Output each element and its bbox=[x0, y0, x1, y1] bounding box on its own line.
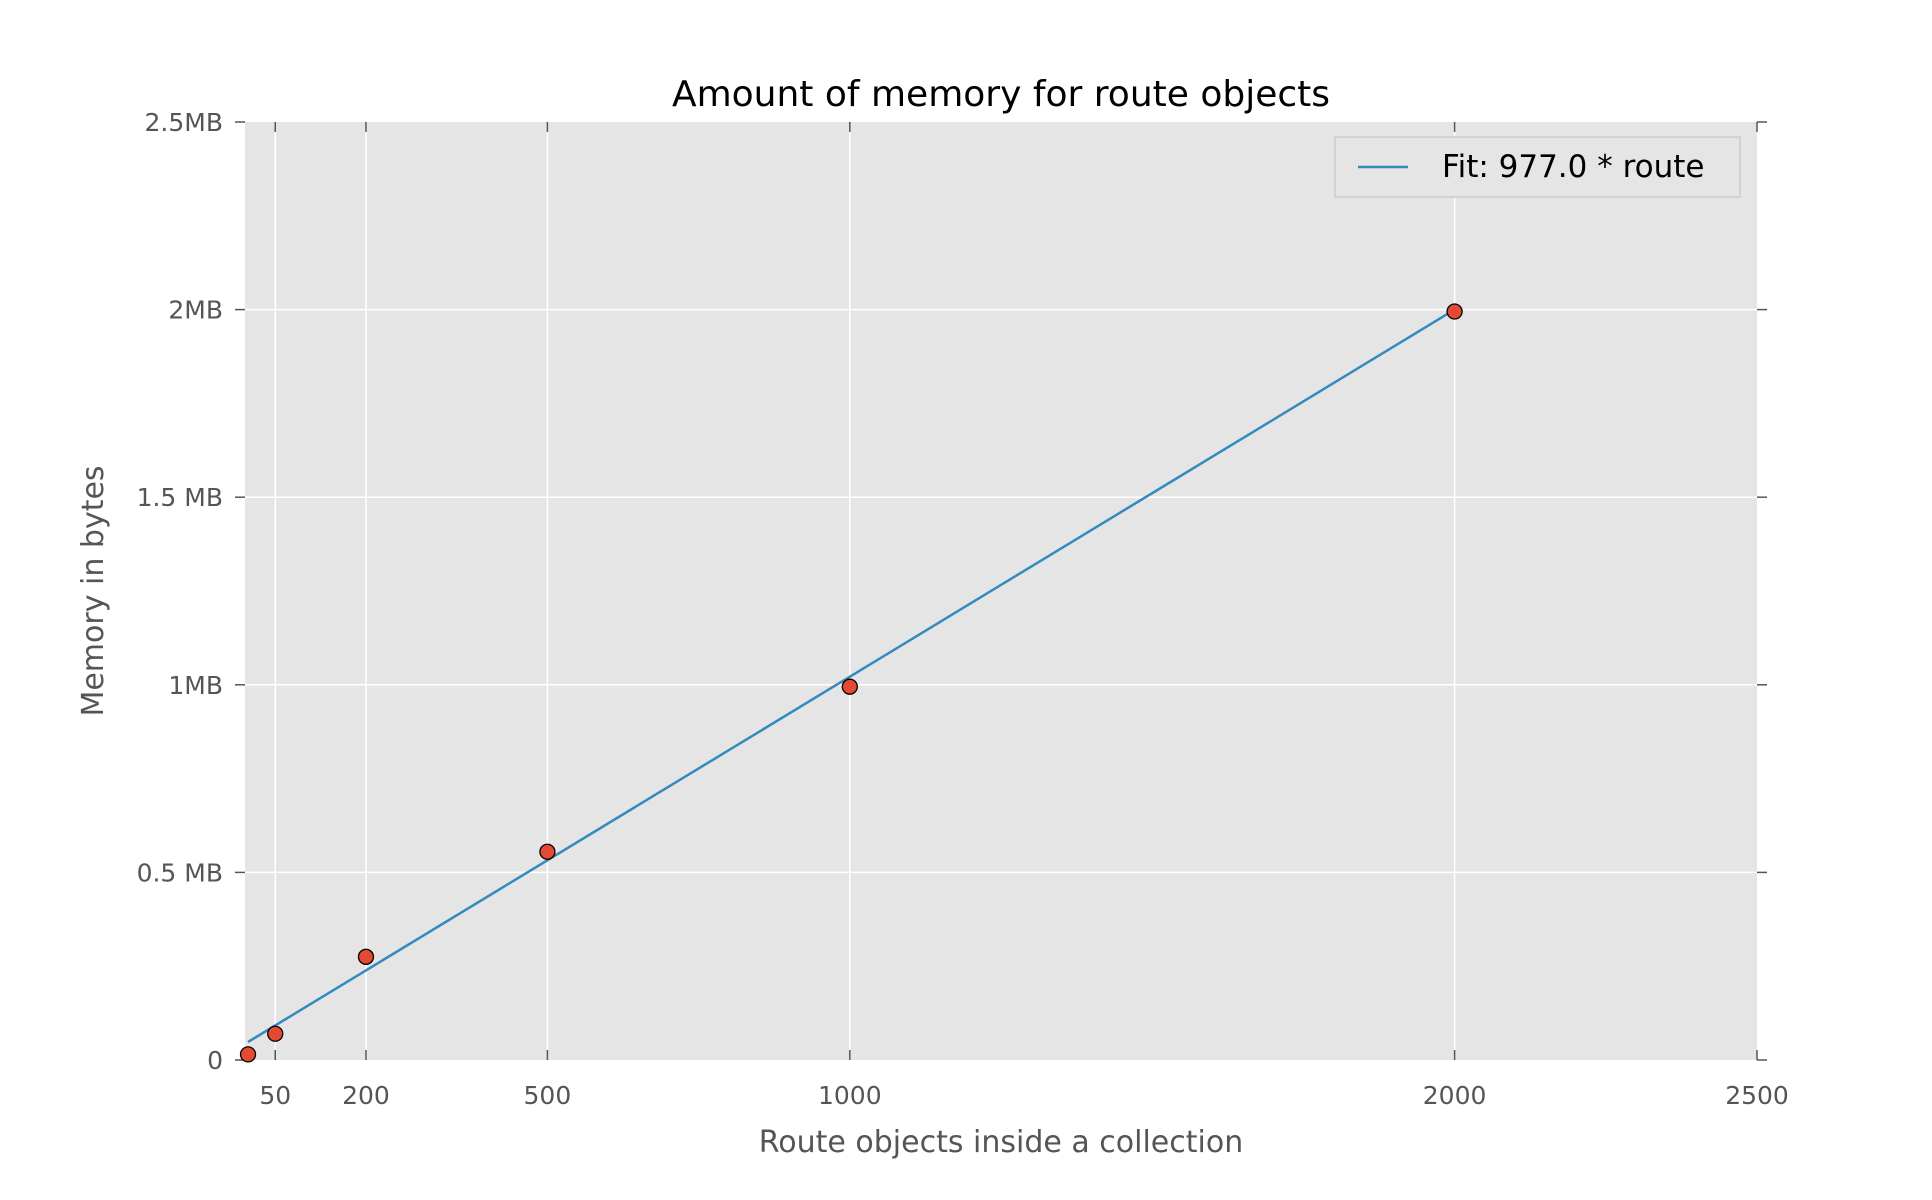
y-tick-label: 2.5MB bbox=[145, 108, 223, 137]
axis-ticks bbox=[235, 121, 1767, 1061]
x-tick-label: 1000 bbox=[818, 1081, 882, 1110]
y-tick-labels: 0 0.5 MB 1MB 1.5 MB 2MB 2.5MB bbox=[137, 108, 223, 1075]
plot-area bbox=[245, 122, 1757, 1060]
data-point bbox=[267, 1025, 284, 1042]
x-tick-label: 50 bbox=[259, 1081, 291, 1110]
legend: Fit: 977.0 * route bbox=[1334, 136, 1741, 198]
x-tick-labels: 50 200 500 1000 2000 2500 bbox=[259, 1081, 1788, 1110]
data-point bbox=[239, 1046, 257, 1063]
y-tick-label: 1MB bbox=[168, 671, 223, 700]
x-tick-label: 2500 bbox=[1725, 1081, 1789, 1110]
legend-label-fit: Fit: 977.0 * route bbox=[1442, 149, 1705, 185]
grid-lines bbox=[245, 122, 1757, 1060]
data-point bbox=[357, 948, 375, 965]
data-point bbox=[539, 843, 556, 860]
y-tick-label: 2MB bbox=[168, 296, 223, 325]
x-tick-label: 2000 bbox=[1423, 1081, 1487, 1110]
y-axis-label: Memory in bytes bbox=[76, 465, 111, 716]
chart-title: Amount of memory for route objects bbox=[672, 74, 1330, 115]
x-tick-label: 200 bbox=[342, 1081, 390, 1110]
y-tick-label: 0 bbox=[207, 1046, 223, 1075]
data-point bbox=[1446, 303, 1463, 320]
data-series bbox=[239, 303, 1463, 1063]
y-tick-label: 0.5 MB bbox=[137, 858, 223, 887]
y-tick-label: 1.5 MB bbox=[137, 483, 223, 512]
fit-line bbox=[247, 308, 1456, 1044]
x-tick-label: 500 bbox=[524, 1081, 572, 1110]
x-axis-label: Route objects inside a collection bbox=[759, 1125, 1243, 1160]
data-point bbox=[841, 678, 858, 695]
